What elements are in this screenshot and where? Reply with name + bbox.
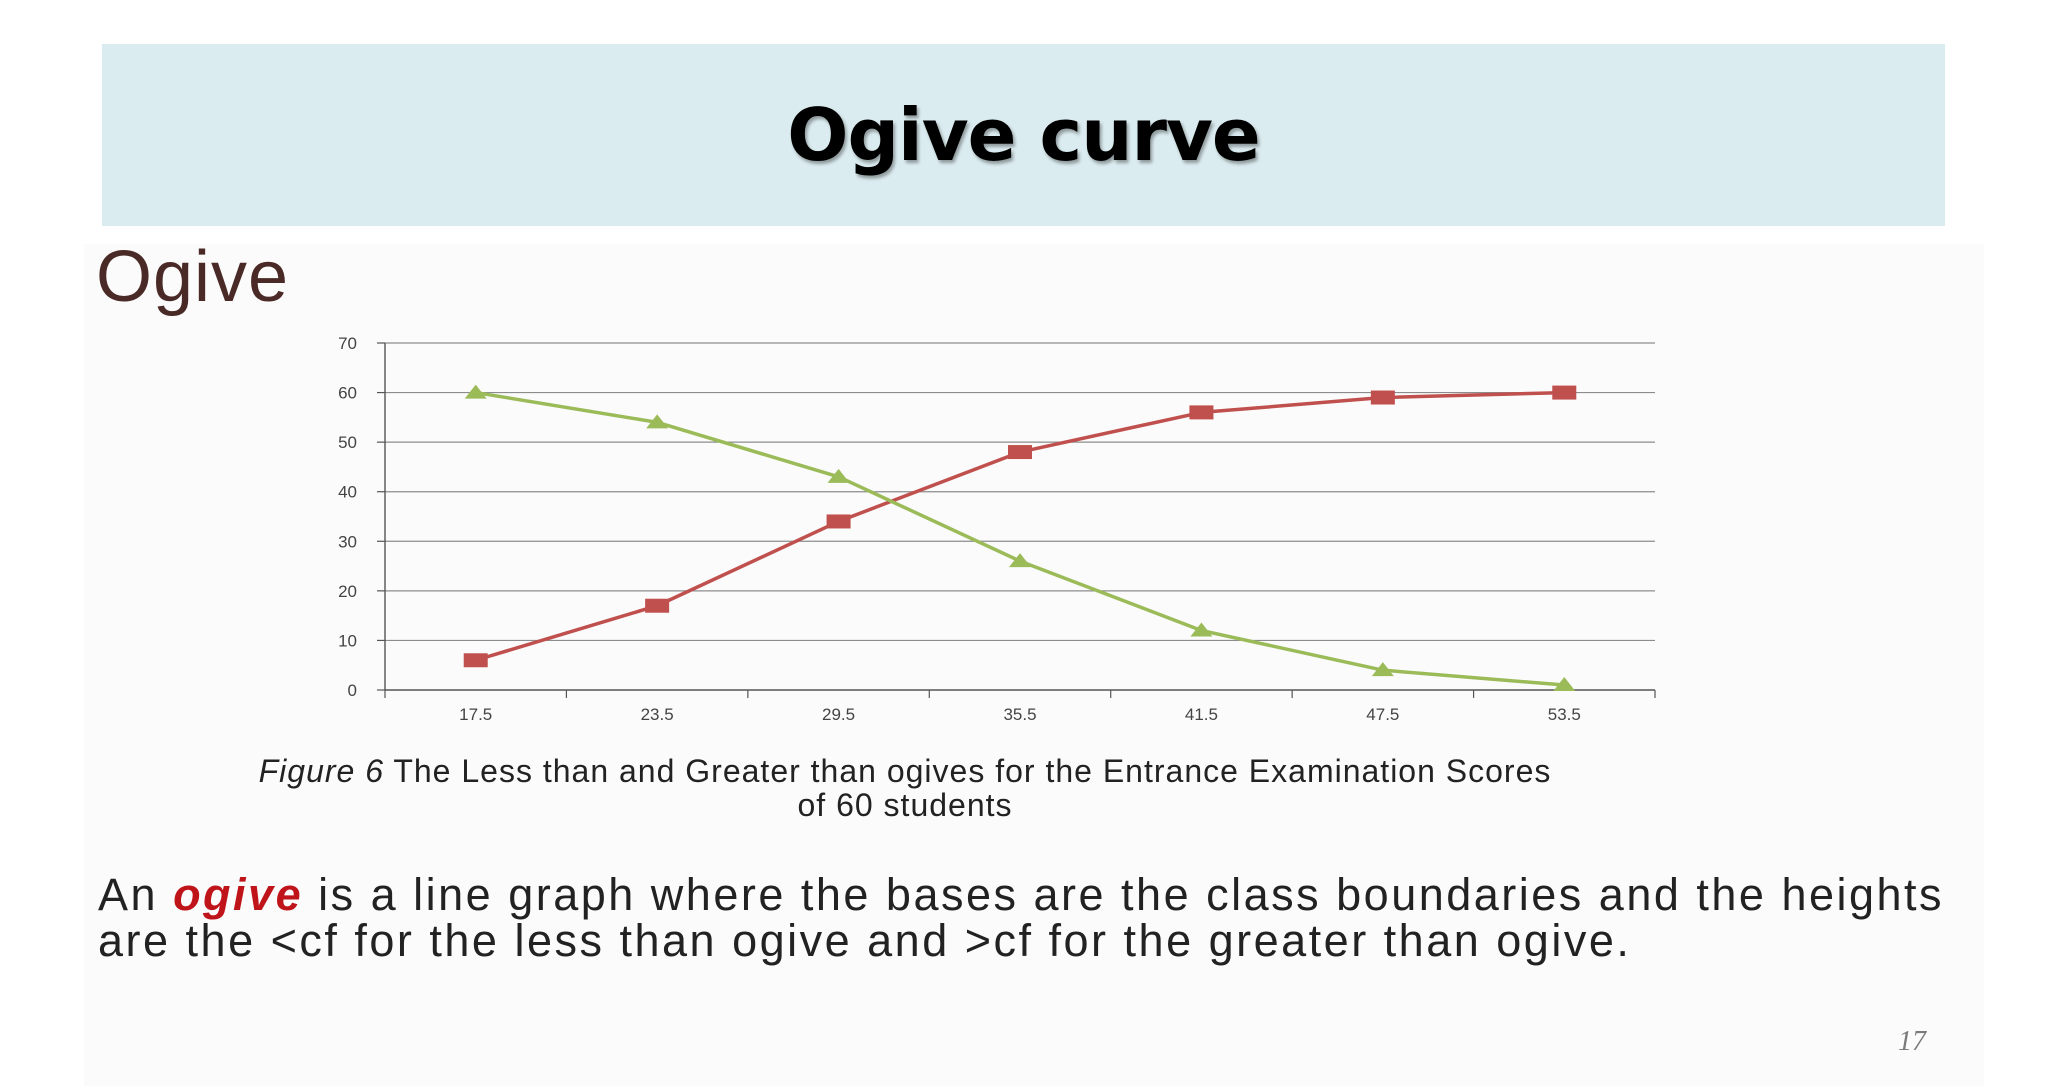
figure-caption: Figure 6 The Less than and Greater than … (240, 754, 1570, 822)
page-number: 17 (1898, 1026, 1926, 1057)
y-tick-label: 20 (338, 582, 357, 601)
y-tick-label: 10 (338, 631, 357, 650)
series-line (475, 390, 1565, 662)
data-point (464, 384, 487, 399)
data-point (463, 653, 488, 668)
data-point (1371, 662, 1394, 677)
data-point (827, 468, 850, 483)
x-tick-label: 17.5 (459, 705, 492, 724)
y-tick-label: 30 (338, 532, 357, 551)
caption-text: The Less than and Greater than ogives fo… (393, 753, 1552, 823)
series-line (475, 390, 1565, 687)
grid-lines (385, 342, 1655, 642)
data-point (826, 514, 851, 529)
title-band: Ogive curve (102, 44, 1945, 226)
definition-prefix: An (98, 869, 159, 920)
y-tick-label: 0 (348, 681, 357, 700)
data-point (1009, 553, 1031, 568)
slide-title: Ogive curve (787, 93, 1260, 177)
data-point (1553, 677, 1576, 692)
data-point (1370, 390, 1395, 405)
x-tick-label: 23.5 (641, 705, 674, 724)
data-point (1008, 445, 1032, 460)
y-tick-label: 60 (338, 384, 357, 403)
figure-label: Figure 6 (258, 753, 384, 789)
ogive-heading: Ogive (96, 237, 290, 317)
definition-keyword: ogive (173, 869, 304, 920)
x-tick-label: 41.5 (1185, 705, 1218, 724)
content-panel (84, 244, 1984, 1086)
definition-text: An ogive is a line graph where the bases… (98, 872, 1958, 964)
x-tick-label: 53.5 (1548, 705, 1581, 724)
y-tick-label: 50 (338, 433, 357, 452)
data-point (645, 598, 670, 613)
x-tick-label: 29.5 (822, 705, 855, 724)
data-point (646, 414, 669, 429)
y-tick-label: 70 (338, 334, 357, 353)
data-point (1552, 385, 1577, 400)
data-point (1190, 622, 1213, 637)
y-tick-label: 40 (338, 483, 357, 502)
data-point (1189, 405, 1214, 420)
axes (377, 342, 1656, 698)
definition-rest: is a line graph where the bases are the … (98, 869, 1945, 966)
tick-labels: 0 10 20 30 40 50 60 70 17.5 23.5 29.5 35.5 41.5 47.5 5… (338, 334, 1581, 724)
series-lines (463, 384, 1577, 692)
x-tick-label: 47.5 (1366, 705, 1399, 724)
x-tick-label: 35.5 (1003, 705, 1036, 724)
series-1 (464, 384, 1576, 692)
series-0 (463, 385, 1577, 668)
